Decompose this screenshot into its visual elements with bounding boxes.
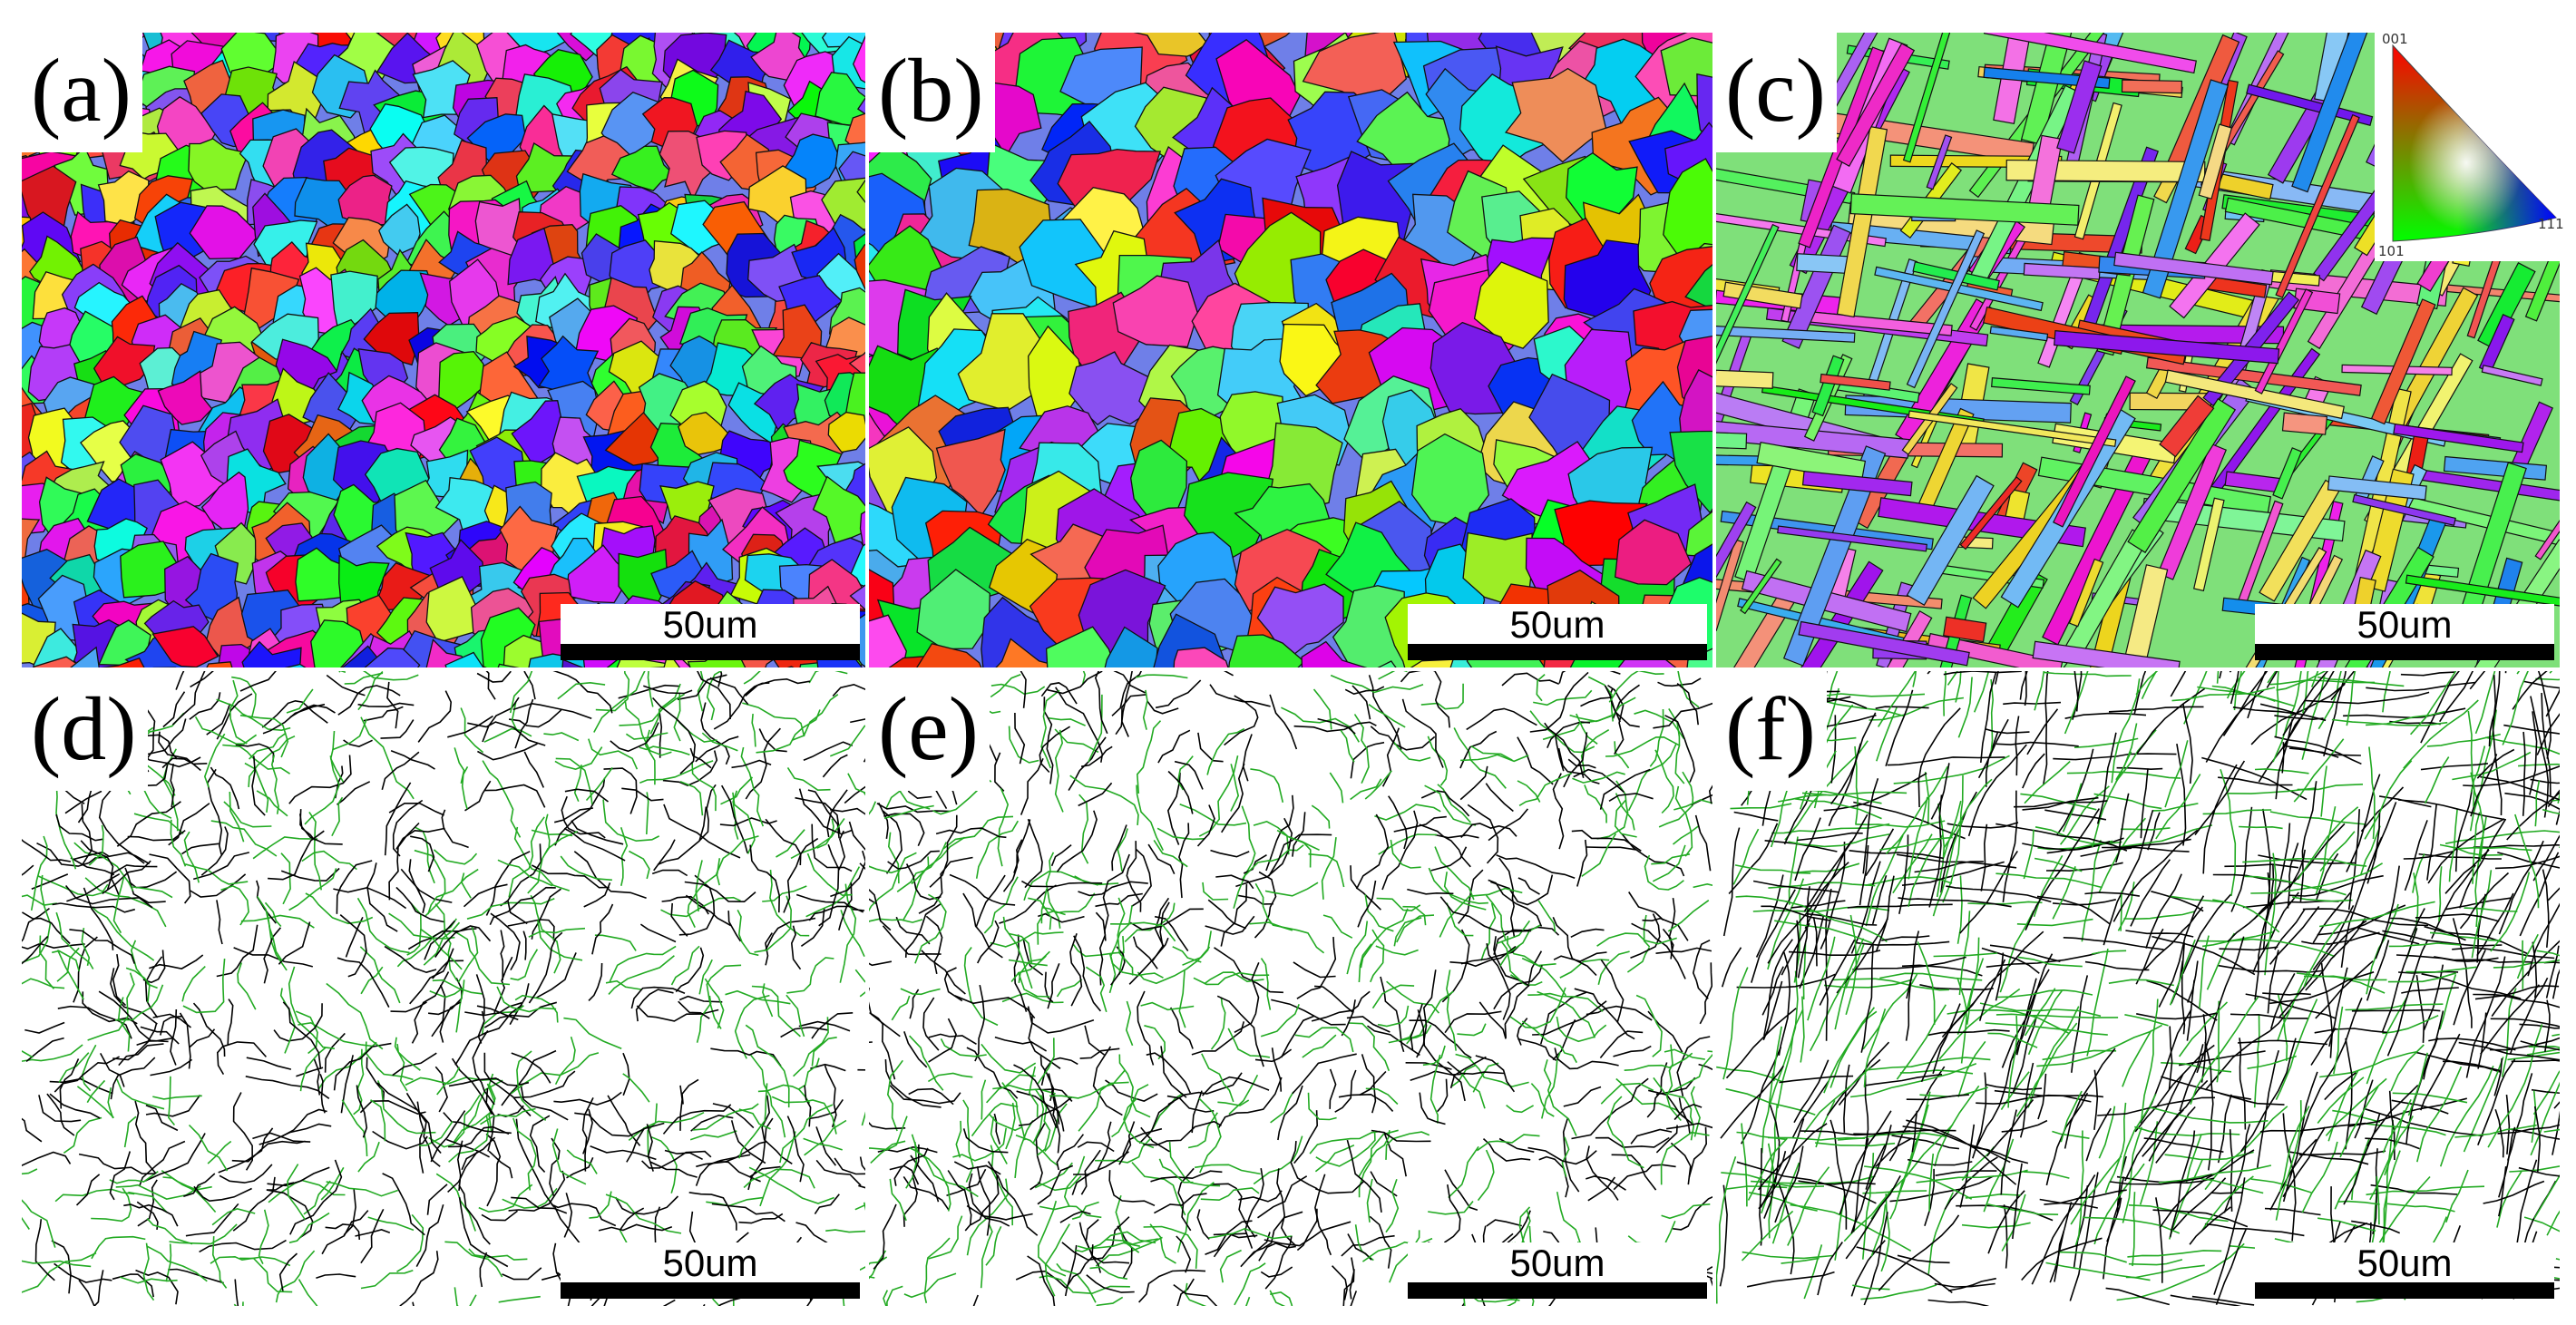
scale-bar-line-b	[1408, 644, 1707, 660]
panel-e-boundary-map: (e) 50um	[869, 671, 1712, 1306]
scale-bar-label-f: 50um	[2255, 1242, 2554, 1282]
scale-bar-line-e	[1408, 1282, 1707, 1299]
scale-bar-b: 50um	[1408, 604, 1707, 660]
scale-bar-line-a	[561, 644, 860, 660]
scale-bar-label-d: 50um	[561, 1242, 860, 1282]
scale-bar-label-b: 50um	[1408, 604, 1707, 644]
panel-label-b: (b)	[869, 33, 995, 152]
boundary-map-f	[1716, 671, 2560, 1306]
scale-bar-line-f	[2255, 1282, 2554, 1299]
scale-bar-a: 50um	[561, 604, 860, 660]
ipf-grain-map-b	[869, 33, 1712, 667]
panel-label-d: (d)	[22, 671, 148, 791]
scale-bar-label-e: 50um	[1408, 1242, 1707, 1282]
panel-c-ipf-map: (c) 50um	[1716, 33, 2560, 667]
ipf-triangle-icon	[2392, 44, 2557, 242]
scale-bar-d: 50um	[561, 1242, 860, 1299]
boundary-map-d	[22, 671, 865, 1306]
scale-bar-label-c: 50um	[2255, 604, 2554, 644]
scale-bar-line-c	[2255, 644, 2554, 660]
ipf-legend-111: 111	[2538, 216, 2564, 232]
panel-b-ipf-map: (b) 50um	[869, 33, 1712, 667]
ipf-legend-001: 001	[2382, 31, 2408, 47]
panel-d-boundary-map: (d) 50um	[22, 671, 865, 1306]
ipf-grain-map-a	[22, 33, 865, 667]
ipf-legend-101: 101	[2378, 243, 2405, 259]
panel-f-boundary-map: (f) 50um	[1716, 671, 2560, 1306]
panel-a-ipf-map: (a) 50um	[22, 33, 865, 667]
panel-label-f: (f)	[1716, 671, 1827, 791]
ipf-color-legend: 001 101 111	[2375, 25, 2565, 261]
scale-bar-c: 50um	[2255, 604, 2554, 660]
scale-bar-e: 50um	[1408, 1242, 1707, 1299]
scale-bar-line-d	[561, 1282, 860, 1299]
boundary-map-e	[869, 671, 1712, 1306]
scale-bar-f: 50um	[2255, 1242, 2554, 1299]
panel-label-c: (c)	[1716, 33, 1837, 152]
scale-bar-label-a: 50um	[561, 604, 860, 644]
panel-label-e: (e)	[869, 671, 990, 791]
panel-label-a: (a)	[22, 33, 142, 152]
